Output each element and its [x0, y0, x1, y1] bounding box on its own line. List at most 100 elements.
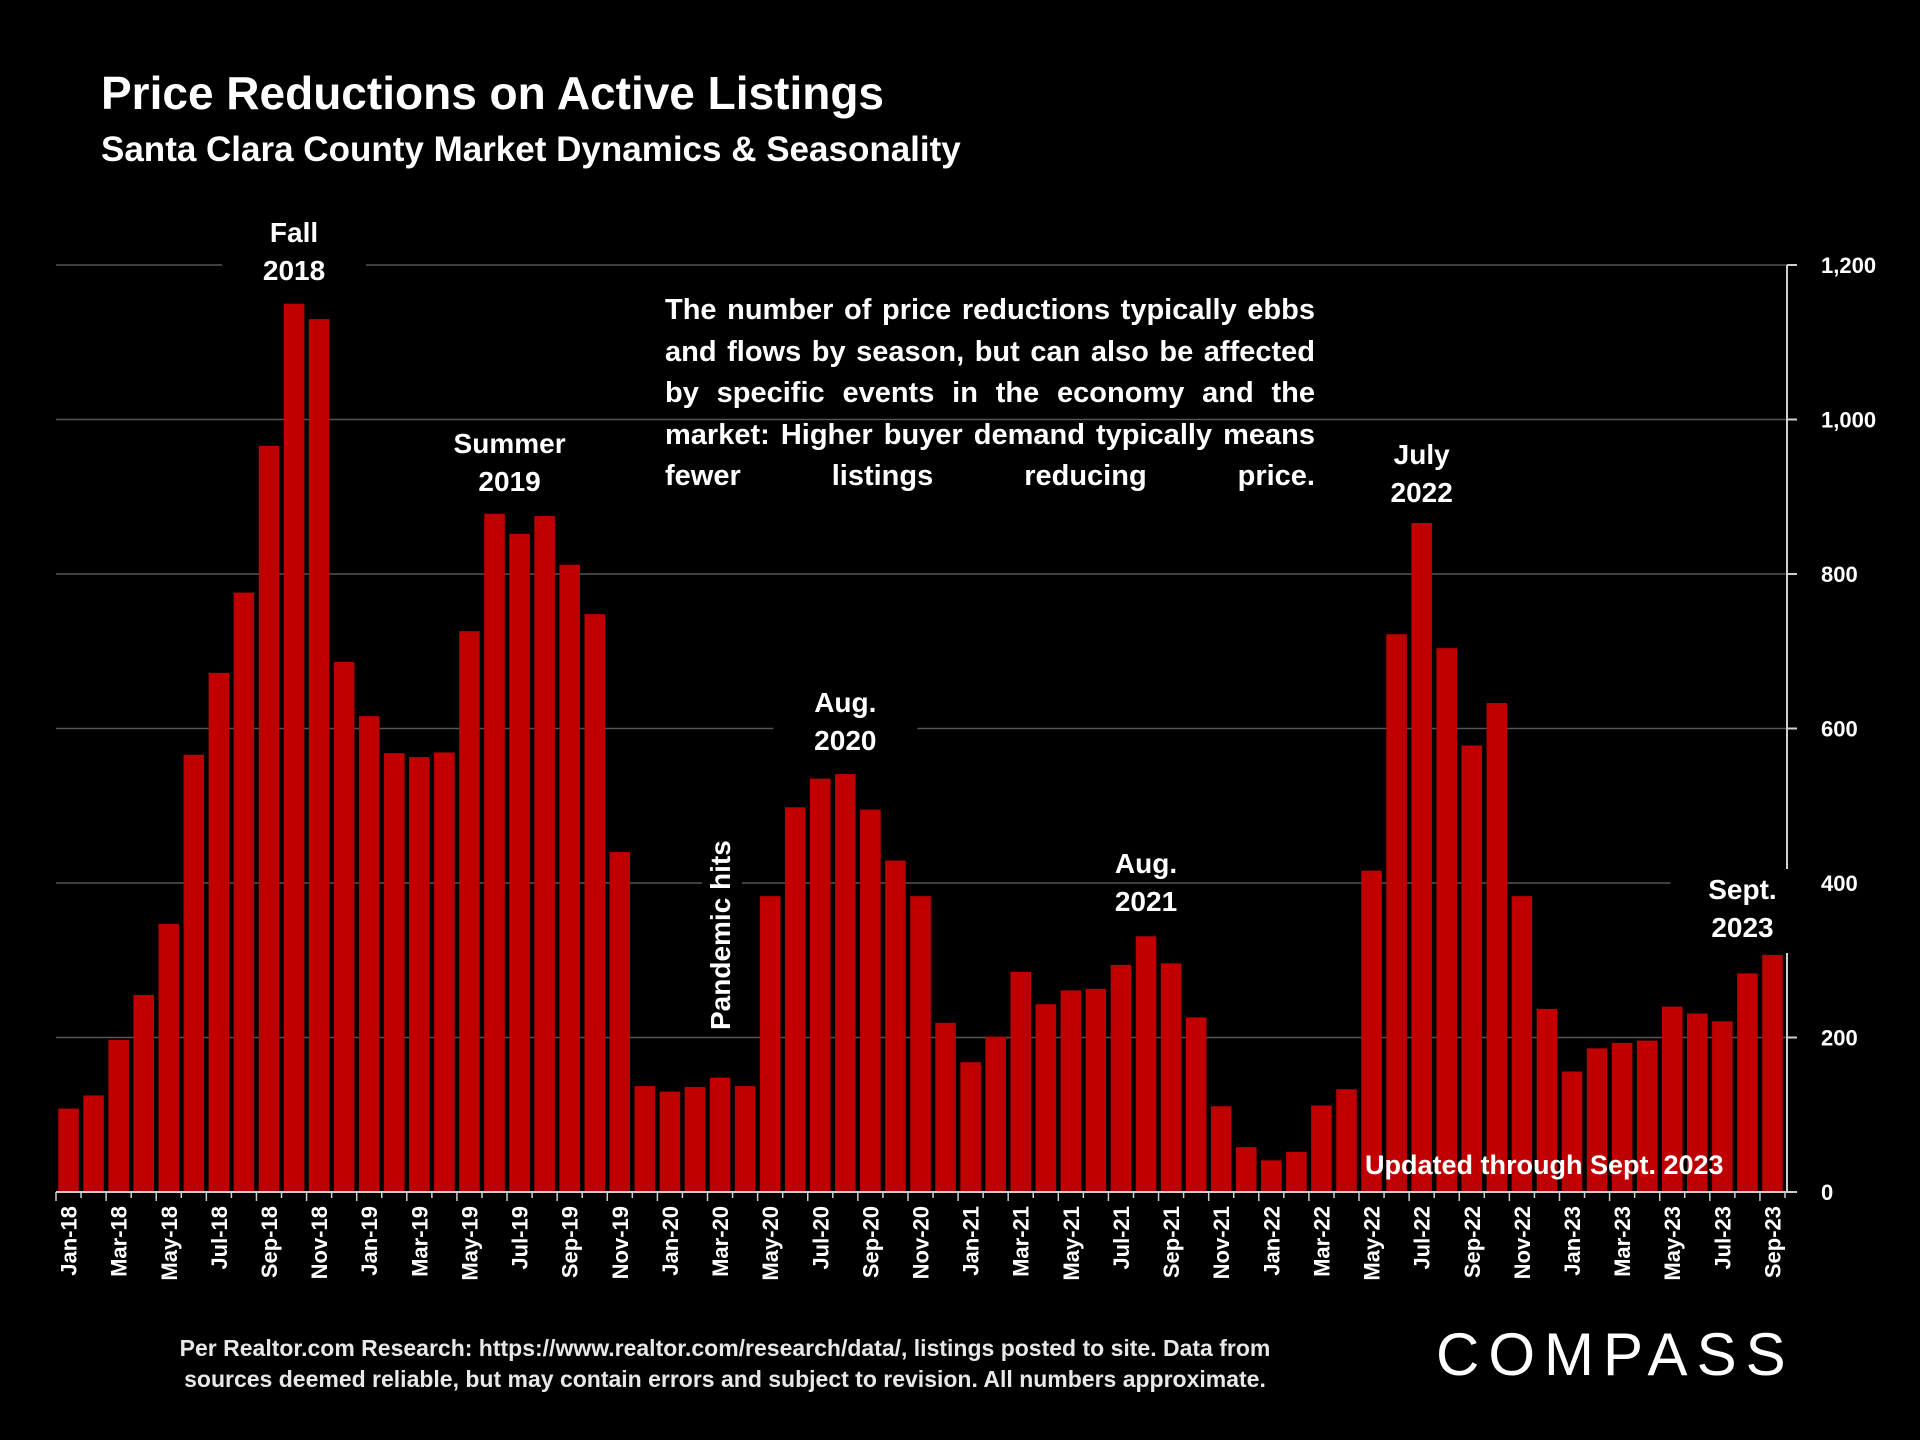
x-tick-label: Nov-22 — [1510, 1206, 1535, 1279]
bar-feb-23 — [1586, 1048, 1608, 1192]
compass-logo: COMPASS — [1436, 1321, 1795, 1388]
y-tick-label: 1,200 — [1821, 253, 1876, 278]
x-tick-label: Jan-22 — [1259, 1206, 1284, 1276]
bar-dec-21 — [1235, 1147, 1257, 1192]
x-tick-label: Jan-20 — [658, 1206, 683, 1276]
bar-may-21 — [1060, 990, 1082, 1192]
annotation-mask — [702, 840, 743, 1035]
x-tick-label: Mar-21 — [1009, 1206, 1034, 1277]
bar-aug-19 — [534, 516, 555, 1192]
bar-may-22 — [1361, 870, 1382, 1192]
x-tick-label: Jul-22 — [1410, 1206, 1435, 1270]
x-tick-label: May-18 — [157, 1206, 182, 1281]
annotation-line-2: 2021 — [1115, 886, 1177, 917]
bar-jan-19 — [358, 716, 380, 1192]
bar-mar-21 — [1010, 971, 1032, 1192]
bar-mar-20 — [709, 1077, 731, 1192]
annotation-pandemic: Pandemic hits — [705, 840, 736, 1030]
bar-feb-20 — [684, 1086, 706, 1192]
bar-sep-18 — [258, 445, 280, 1192]
explanation-note: The number of price reductions typically… — [665, 294, 1315, 492]
x-tick-label: Jan-19 — [357, 1206, 382, 1276]
x-tick-label: Jul-21 — [1109, 1206, 1134, 1270]
bar-jan-23 — [1561, 1071, 1583, 1192]
annotation-mask — [437, 423, 582, 507]
bar-mar-19 — [409, 757, 430, 1192]
x-axis-labels: Jan-18 Mar-18 May-18 Jul-18 Sep-18 Nov-18 Jan-… — [57, 1206, 1786, 1281]
annotation-mask — [1349, 434, 1494, 518]
y-tick-label: 600 — [1821, 717, 1858, 742]
x-tick-label: Jan-18 — [57, 1206, 82, 1276]
bar-may-18 — [158, 923, 180, 1192]
bar-mar-18 — [108, 1039, 129, 1192]
bar-jun-19 — [484, 513, 505, 1192]
bar-jun-21 — [1085, 988, 1107, 1192]
bar-jun-23 — [1687, 1013, 1708, 1192]
bar-nov-18 — [308, 319, 330, 1193]
bar-oct-21 — [1185, 1017, 1207, 1192]
bar-sep-23 — [1762, 954, 1783, 1192]
bar-oct-20 — [885, 860, 906, 1192]
annotation-line-1: Aug. — [1115, 848, 1177, 879]
x-tick-label: Mar-22 — [1309, 1206, 1334, 1277]
bar-mar-22 — [1311, 1105, 1332, 1192]
x-tick-label: Jan-21 — [959, 1206, 984, 1276]
x-tick-label: Sep-19 — [558, 1206, 583, 1278]
bar-aug-23 — [1737, 973, 1758, 1192]
bar-sep-22 — [1461, 745, 1483, 1192]
x-tick-label: Sep-23 — [1760, 1206, 1785, 1278]
bar-sep-20 — [860, 809, 881, 1192]
bar-nov-20 — [910, 896, 931, 1192]
bar-feb-22 — [1286, 1151, 1307, 1192]
annotation-line-1: Sept. — [1708, 874, 1776, 905]
x-tick-label: May-19 — [457, 1206, 482, 1281]
bar-feb-19 — [384, 753, 405, 1192]
axes — [55, 264, 1797, 1201]
bar-jan-18 — [58, 1108, 79, 1192]
annotation-line-2: 2023 — [1711, 912, 1773, 943]
footnote-line-2: sources deemed reliable, but may contain… — [184, 1366, 1266, 1392]
x-tick-label: Nov-19 — [608, 1206, 633, 1279]
annotation-mask — [1670, 869, 1815, 953]
bar-aug-20 — [835, 774, 856, 1192]
annotation-line-2: 2018 — [263, 255, 325, 286]
annotation-mask — [773, 682, 918, 766]
annotation-line-2: 2019 — [478, 466, 540, 497]
annotation-line-1: Aug. — [814, 687, 876, 718]
updated-note: Updated through Sept. 2023 — [1365, 1150, 1724, 1180]
x-tick-label: Jul-18 — [207, 1206, 232, 1270]
x-tick-label: May-21 — [1059, 1206, 1084, 1281]
chart-title: Price Reductions on Active Listings — [101, 67, 885, 119]
chart-subtitle: Santa Clara County Market Dynamics & Sea… — [101, 130, 961, 169]
y-tick-label: 200 — [1821, 1026, 1858, 1051]
bar-may-20 — [759, 896, 781, 1192]
bar-apr-18 — [133, 995, 154, 1192]
y-tick-label: 0 — [1821, 1180, 1833, 1205]
bar-nov-19 — [609, 852, 631, 1192]
annotation-line-1: Fall — [270, 217, 318, 248]
x-tick-label: Mar-23 — [1610, 1206, 1635, 1277]
bar-jul-19 — [509, 533, 530, 1192]
bar-aug-22 — [1436, 648, 1457, 1192]
x-tick-label: Sep-20 — [858, 1206, 883, 1278]
x-tick-label: Mar-18 — [107, 1206, 132, 1277]
y-axis-labels: 0 200 400 600 800 1,000 1,200 — [1821, 253, 1876, 1205]
x-tick-label: Jul-19 — [508, 1206, 533, 1270]
x-tick-label: Nov-18 — [307, 1206, 332, 1279]
annotation-line-1: July — [1394, 439, 1450, 470]
bar-apr-22 — [1336, 1089, 1357, 1192]
source-footnote: Per Realtor.com Research: https://www.re… — [140, 1333, 1310, 1395]
bar-jan-22 — [1261, 1160, 1282, 1192]
x-tick-label: May-23 — [1660, 1206, 1685, 1281]
bar-oct-18 — [283, 303, 305, 1193]
bar-apr-20 — [734, 1086, 756, 1192]
bar-jul-22 — [1411, 523, 1432, 1192]
x-tick-label: Nov-20 — [909, 1206, 934, 1279]
bar-feb-21 — [985, 1036, 1006, 1192]
annotation-line-2: 2020 — [814, 725, 876, 756]
bar-jul-23 — [1712, 1021, 1733, 1192]
bar-jun-20 — [784, 807, 806, 1192]
x-tick-label: Jul-20 — [808, 1206, 833, 1270]
annotation-line-1: Summer — [454, 428, 566, 459]
bar-jul-20 — [809, 778, 831, 1192]
